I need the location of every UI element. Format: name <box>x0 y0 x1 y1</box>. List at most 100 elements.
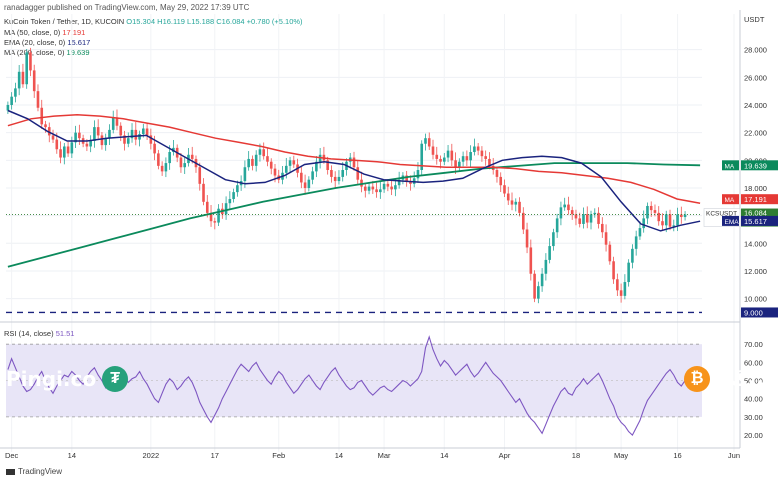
candle-body <box>36 91 40 108</box>
candle-body <box>337 176 341 182</box>
candle-body <box>134 129 138 140</box>
candle-body <box>198 167 202 184</box>
legend-ema20[interactable]: EMA (20, close, 0) 15.617 <box>4 38 91 47</box>
candle-body <box>397 179 401 186</box>
time-tick-label: 16 <box>673 451 681 460</box>
candle-body <box>510 200 514 205</box>
indicator-value: 9.000 <box>744 308 763 317</box>
rsi-tick-label: 40.00 <box>744 395 763 404</box>
candle-body <box>142 128 145 135</box>
candle-body <box>40 107 44 125</box>
candle-body <box>183 163 187 168</box>
candle-body <box>209 212 213 222</box>
candle-body <box>416 170 420 179</box>
candle-body <box>446 150 450 158</box>
candle-body <box>386 183 390 187</box>
candle-body <box>506 193 510 201</box>
candle-body <box>258 149 262 155</box>
candle-body <box>352 157 356 168</box>
indicator-tag-text: MA <box>725 197 735 204</box>
candle-body <box>307 179 311 188</box>
candle-body <box>555 218 559 233</box>
candle-body <box>123 135 126 144</box>
candle-body <box>217 208 220 223</box>
candle-body <box>284 165 288 173</box>
candle-body <box>409 181 412 184</box>
candle-body <box>634 236 638 249</box>
candle-body <box>608 244 612 262</box>
candle-body <box>465 156 469 161</box>
candle-body <box>96 127 100 136</box>
indicator-tag-text: EMA <box>725 219 740 226</box>
candle-body <box>578 218 582 224</box>
candle-body <box>70 142 74 154</box>
ma200-line <box>7 162 701 268</box>
price-tick-label: 26.000 <box>744 73 767 82</box>
candle-body <box>646 205 649 219</box>
candle-body <box>585 214 589 223</box>
indicator-tag <box>722 194 739 205</box>
candle-body <box>17 71 21 89</box>
candle-body <box>424 138 427 144</box>
candle-body <box>6 104 10 111</box>
candle-body <box>529 247 533 274</box>
candle-body <box>89 140 92 147</box>
candle-body <box>93 127 96 141</box>
legend-ma200[interactable]: MA (200, close, 0) 19.639 <box>4 48 90 57</box>
candle-body <box>47 127 51 136</box>
candle-body <box>567 204 570 211</box>
price-tick-label: 22.000 <box>744 129 767 138</box>
candle-body <box>619 290 623 296</box>
time-tick-label: Apr <box>499 451 511 460</box>
candle-body <box>126 138 130 144</box>
price-tick-label: 14.000 <box>744 239 767 248</box>
candle-body <box>78 132 81 139</box>
candle-body <box>44 124 47 128</box>
candle-body <box>540 273 544 287</box>
rsi-tick-label: 50.00 <box>744 377 763 386</box>
candle-body <box>273 168 277 176</box>
indicator-value: 19.639 <box>744 161 767 170</box>
indicator-lines <box>7 109 701 437</box>
legend-ma50[interactable]: MA (50, close, 0) 17.191 <box>4 28 86 37</box>
candle-body <box>262 149 266 157</box>
candle-body <box>469 152 472 161</box>
candle-body <box>190 154 194 159</box>
indicator-value-box <box>741 307 778 318</box>
watermark-left-text: Pingi.co <box>6 367 97 391</box>
candle-body <box>480 150 484 157</box>
candle-body <box>145 128 149 136</box>
candle-body <box>254 154 258 166</box>
candle-body <box>427 138 431 147</box>
legend-rsi[interactable]: RSI (14, close) 51.51 <box>4 329 75 338</box>
price-tick-label: 12.000 <box>744 267 767 276</box>
last-price-value: 16.084 <box>744 209 767 218</box>
candle-body <box>14 88 17 97</box>
candle-body <box>582 214 585 224</box>
candle-body <box>371 186 375 190</box>
time-tick-label: Feb <box>272 451 285 460</box>
time-tick-label: Jun <box>728 451 740 460</box>
time-tick-label: May <box>614 451 628 460</box>
tradingview-logo: TradingView <box>6 467 62 476</box>
candle-body <box>168 152 171 164</box>
candle-body <box>330 170 333 177</box>
candle-body <box>653 210 657 213</box>
candle-body <box>597 212 600 224</box>
indicator-tag-text: MA <box>725 163 735 170</box>
symbol-tag: KCSUSDT <box>706 211 737 218</box>
candle-body <box>66 146 70 154</box>
candle-body <box>552 232 555 247</box>
candle-body <box>160 165 164 172</box>
candle-body <box>236 185 239 193</box>
candle-body <box>232 192 235 200</box>
candle-body <box>589 214 593 223</box>
publish-info: ranadagger published on TradingView.com,… <box>4 3 250 12</box>
candle-body <box>341 170 345 177</box>
candle-body <box>379 189 382 193</box>
candle-body <box>202 183 205 202</box>
candle-body <box>514 201 518 205</box>
candle-body <box>668 214 672 227</box>
candle-body <box>315 161 318 172</box>
